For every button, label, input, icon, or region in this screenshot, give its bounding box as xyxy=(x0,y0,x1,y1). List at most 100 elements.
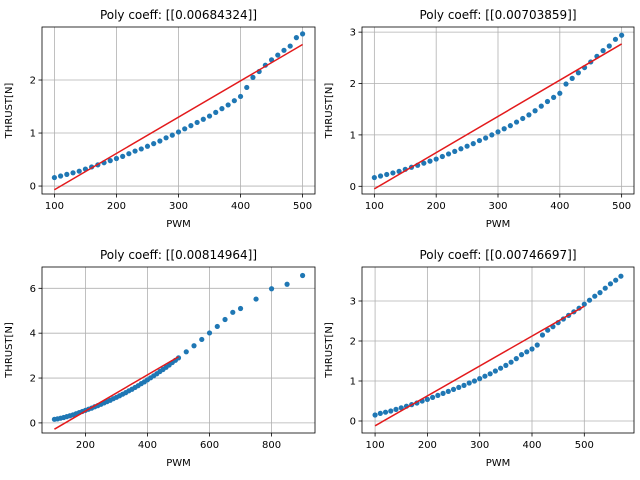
data-point xyxy=(464,143,470,149)
x-tick-label: 300 xyxy=(169,201,188,212)
x-tick-label: 600 xyxy=(200,440,219,451)
y-tick-label: 0 xyxy=(350,182,356,193)
data-point xyxy=(113,155,120,162)
subplot-2: 100 200 300 400 500 0 1 2 3 Poly coeff: [[0.00703… xyxy=(324,8,635,230)
x-axis-label: PWM xyxy=(486,458,511,469)
data-point xyxy=(597,290,603,296)
data-point xyxy=(382,409,389,415)
x-axis-label: PWM xyxy=(166,458,191,469)
data-point xyxy=(452,148,458,154)
y-axis-label: THRUST[N] xyxy=(324,322,335,379)
data-point xyxy=(529,346,535,352)
data-point xyxy=(51,174,58,181)
x-tick-label: 400 xyxy=(231,201,250,212)
data-point xyxy=(518,352,525,358)
y-tick-label: 3 xyxy=(350,297,356,308)
data-point xyxy=(287,43,293,49)
data-point xyxy=(544,98,551,105)
data-point xyxy=(132,148,138,154)
data-point xyxy=(222,316,228,323)
data-point xyxy=(508,359,514,365)
data-point xyxy=(476,137,483,144)
data-point xyxy=(513,119,520,125)
y-tick-label: 1 xyxy=(350,377,356,388)
data-point xyxy=(244,84,250,91)
fit-line xyxy=(54,356,179,430)
axes-frame xyxy=(41,26,316,195)
data-point xyxy=(200,116,206,122)
data-point xyxy=(424,396,430,402)
data-point xyxy=(433,156,439,162)
data-point xyxy=(76,168,82,174)
data-point xyxy=(495,129,501,135)
subplot-1: 100 200 300 400 500 0 1 2 Poly coeff: [[0.006843… xyxy=(4,8,316,230)
data-point xyxy=(225,102,231,108)
axes-frame xyxy=(361,266,635,434)
y-tick-label: 2 xyxy=(30,374,36,385)
x-tick-label: 800 xyxy=(262,440,281,451)
data-point xyxy=(440,390,446,396)
data-point xyxy=(538,103,544,109)
data-point xyxy=(489,132,495,138)
data-point xyxy=(430,394,436,400)
data-point xyxy=(612,36,619,42)
data-point xyxy=(253,296,259,302)
data-point xyxy=(182,126,188,132)
data-point xyxy=(120,153,126,159)
x-tick-label: 400 xyxy=(550,201,569,212)
data-point xyxy=(450,386,457,392)
data-point xyxy=(445,151,452,157)
x-tick-label: 500 xyxy=(612,201,631,212)
data-point xyxy=(157,138,163,144)
x-tick-label: 100 xyxy=(45,201,64,212)
x-tick-label: 200 xyxy=(76,440,95,451)
data-point xyxy=(372,412,378,418)
x-tick-label: 200 xyxy=(427,201,446,212)
y-axis-label: THRUST[N] xyxy=(4,83,15,140)
data-point xyxy=(435,392,441,398)
subplot-4: 100 200 300 400 500 0 1 2 3 Poly coeff: [[0.00746… xyxy=(324,248,635,469)
data-point xyxy=(592,293,598,299)
data-point xyxy=(384,171,390,178)
data-point xyxy=(618,273,624,279)
data-point xyxy=(107,158,113,164)
y-tick-label: 2 xyxy=(30,76,36,87)
x-tick-label: 300 xyxy=(470,440,489,451)
axes-frame xyxy=(41,266,316,434)
data-point xyxy=(138,146,144,152)
data-point xyxy=(250,74,256,80)
data-point xyxy=(470,141,476,147)
data-point xyxy=(396,168,402,174)
data-point xyxy=(534,342,540,348)
data-point xyxy=(503,362,509,368)
data-point xyxy=(377,173,384,179)
y-tick-label: 3 xyxy=(350,28,356,39)
y-tick-label: 1 xyxy=(350,130,356,141)
data-point xyxy=(483,135,489,141)
data-point xyxy=(445,388,451,394)
y-tick-label: 0 xyxy=(30,182,36,193)
data-point xyxy=(231,98,237,104)
x-tick-label: 100 xyxy=(366,440,385,451)
y-axis-label: THRUST[N] xyxy=(4,322,15,379)
x-tick-label: 500 xyxy=(293,201,312,212)
data-point xyxy=(557,90,563,96)
data-point xyxy=(219,106,225,112)
data-point xyxy=(175,355,182,361)
x-tick-label: 400 xyxy=(522,440,541,451)
data-point xyxy=(607,281,614,287)
data-point xyxy=(70,170,76,176)
data-point xyxy=(501,126,507,132)
data-point xyxy=(191,343,197,349)
data-point xyxy=(183,349,189,355)
data-point xyxy=(214,323,220,330)
data-point xyxy=(575,70,581,76)
data-point xyxy=(482,373,488,379)
x-tick-label: 200 xyxy=(107,201,126,212)
data-point xyxy=(151,141,157,147)
data-point xyxy=(206,113,213,119)
data-point xyxy=(237,305,244,312)
y-tick-label: 2 xyxy=(350,337,356,348)
data-point xyxy=(169,132,175,138)
